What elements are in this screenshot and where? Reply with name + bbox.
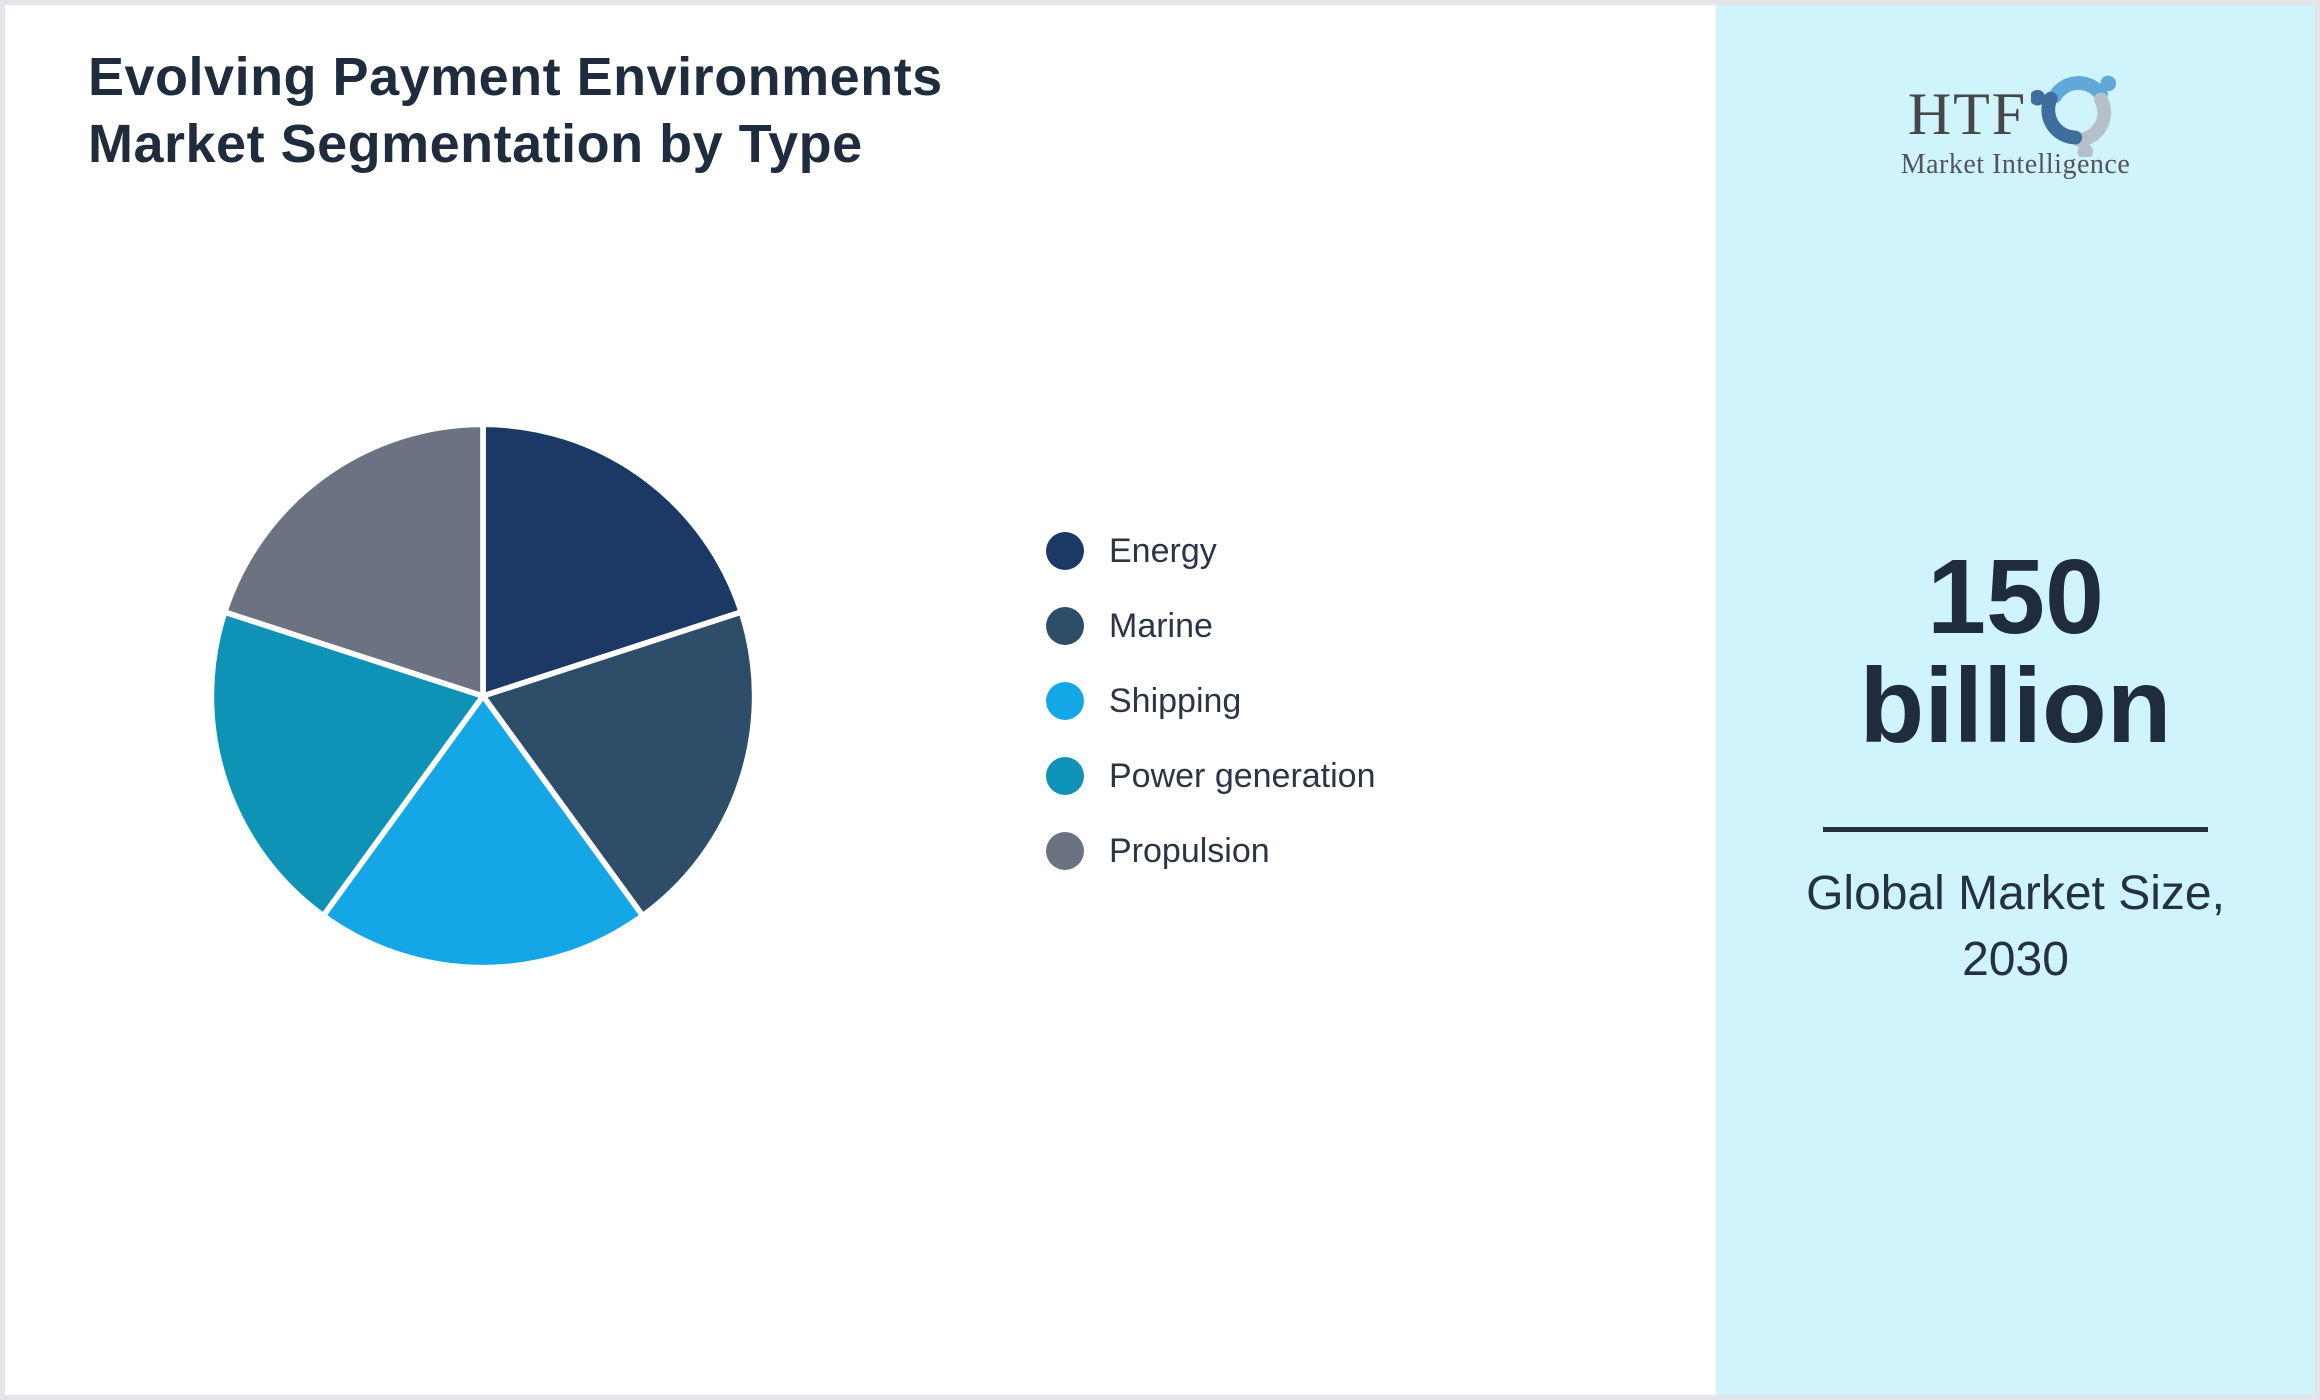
legend-label-marine: Marine	[1109, 606, 1213, 645]
legend-swatch-propulsion-icon	[1046, 832, 1084, 870]
logo-text: HTF	[1907, 81, 2028, 147]
pie-slice-marine	[480, 609, 758, 919]
legend-swatch-marine-icon	[1046, 607, 1084, 645]
market-size-caption: Global Market Size, 2030	[1736, 861, 2296, 993]
logo-subtitle: Market Intelligence	[1900, 149, 2131, 180]
logo-figure-left	[2072, 92, 2112, 147]
legend-swatch-energy-icon	[1046, 532, 1084, 570]
page-title: Evolving Payment Environments Market Seg…	[88, 44, 943, 178]
pie-slice-energy	[480, 421, 745, 699]
logo-swirl-icon	[2031, 75, 2117, 157]
page-title-line1: Evolving Payment Environments	[88, 47, 943, 107]
logo-figure-top-head	[2100, 75, 2117, 92]
legend-item-energy: Energy	[1046, 527, 1376, 575]
legend-label-energy: Energy	[1109, 531, 1217, 570]
pie-slice-shipping	[320, 693, 646, 971]
pie-slice-propulsion	[221, 421, 486, 699]
legend-swatch-shipping-icon	[1046, 682, 1084, 720]
htf-logo: HTF Market Intelligence	[1716, 71, 2315, 181]
right-panel: HTF Market Intelligence	[1716, 5, 2315, 1395]
legend-item-power-generation: Power generation	[1046, 752, 1376, 800]
page-title-line2: Market Segmentation by Type	[88, 113, 863, 174]
legend-item-propulsion: Propulsion	[1046, 827, 1376, 875]
market-size-caption-line2: 2030	[1962, 933, 2069, 987]
legend-label-shipping: Shipping	[1109, 681, 1242, 720]
logo-figure-top	[2048, 76, 2108, 104]
logo-figure-right-head	[2031, 89, 2046, 106]
market-size-value: 150 billion	[1859, 538, 2172, 766]
legend-item-shipping: Shipping	[1046, 677, 1376, 725]
pie-slice-power-generation	[208, 609, 486, 919]
divider-line	[1823, 827, 2208, 832]
legend-item-marine: Marine	[1046, 602, 1376, 650]
chart-legend: Energy Marine Shipping Power generation …	[1046, 527, 1376, 875]
legend-label-power-generation: Power generation	[1109, 756, 1376, 795]
market-size-caption-line1: Global Market Size,	[1806, 867, 2225, 920]
pie-chart	[208, 421, 758, 971]
legend-label-propulsion: Propulsion	[1109, 831, 1270, 870]
logo-figure-left-head	[2077, 144, 2094, 157]
legend-swatch-power-generation-icon	[1046, 757, 1084, 795]
logo-figure-right	[2041, 91, 2083, 145]
